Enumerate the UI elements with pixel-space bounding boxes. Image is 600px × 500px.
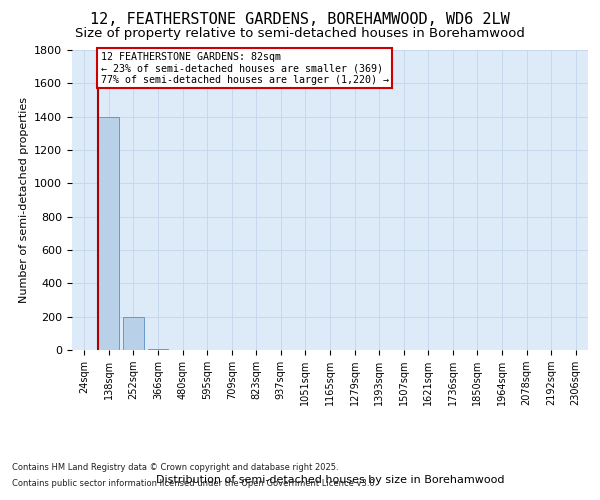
Text: 12, FEATHERSTONE GARDENS, BOREHAMWOOD, WD6 2LW: 12, FEATHERSTONE GARDENS, BOREHAMWOOD, W…	[90, 12, 510, 28]
Bar	[148, 349, 169, 350]
X-axis label: Distribution of semi-detached houses by size in Borehamwood: Distribution of semi-detached houses by …	[156, 474, 504, 484]
Text: Size of property relative to semi-detached houses in Borehamwood: Size of property relative to semi-detach…	[75, 28, 525, 40]
Text: Contains public sector information licensed under the Open Government Licence v3: Contains public sector information licen…	[12, 478, 377, 488]
Y-axis label: Number of semi-detached properties: Number of semi-detached properties	[19, 97, 29, 303]
Bar	[123, 316, 144, 350]
Bar	[98, 116, 119, 350]
Text: Contains HM Land Registry data © Crown copyright and database right 2025.: Contains HM Land Registry data © Crown c…	[12, 464, 338, 472]
Text: 12 FEATHERSTONE GARDENS: 82sqm
← 23% of semi-detached houses are smaller (369)
7: 12 FEATHERSTONE GARDENS: 82sqm ← 23% of …	[101, 52, 389, 85]
